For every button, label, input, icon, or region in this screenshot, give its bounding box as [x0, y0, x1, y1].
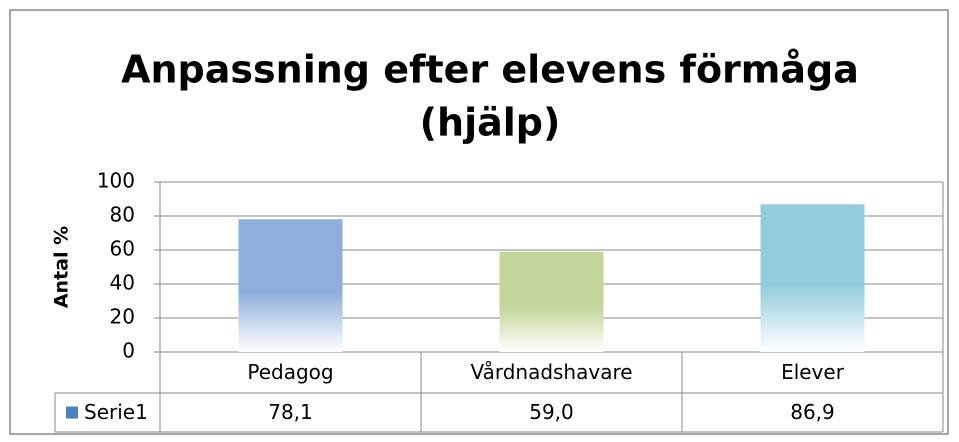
- x-tick-label: Vårdnadshavare: [470, 360, 632, 384]
- legend-label: Serie1: [84, 400, 148, 424]
- data-table-value: 86,9: [790, 400, 835, 424]
- bar: [760, 204, 865, 352]
- y-axis-label: Antal %: [51, 226, 73, 308]
- y-tick-label: 20: [110, 305, 135, 329]
- y-tick-label: 80: [110, 203, 135, 227]
- y-tick-label: 100: [97, 169, 135, 193]
- y-tick-label: 60: [110, 237, 135, 261]
- y-tick-label: 0: [122, 339, 135, 363]
- x-tick-label: Elever: [781, 360, 845, 384]
- data-table-value: 78,1: [268, 400, 313, 424]
- chart-title: (hjälp): [420, 101, 561, 145]
- chart-title: Anpassning efter elevens förmåga: [121, 48, 859, 92]
- legend-marker: [66, 406, 78, 419]
- x-tick-label: Pedagog: [247, 360, 333, 384]
- y-tick-label: 40: [110, 271, 135, 295]
- data-table-value: 59,0: [529, 400, 574, 424]
- bar: [499, 251, 604, 352]
- bar: [238, 219, 343, 352]
